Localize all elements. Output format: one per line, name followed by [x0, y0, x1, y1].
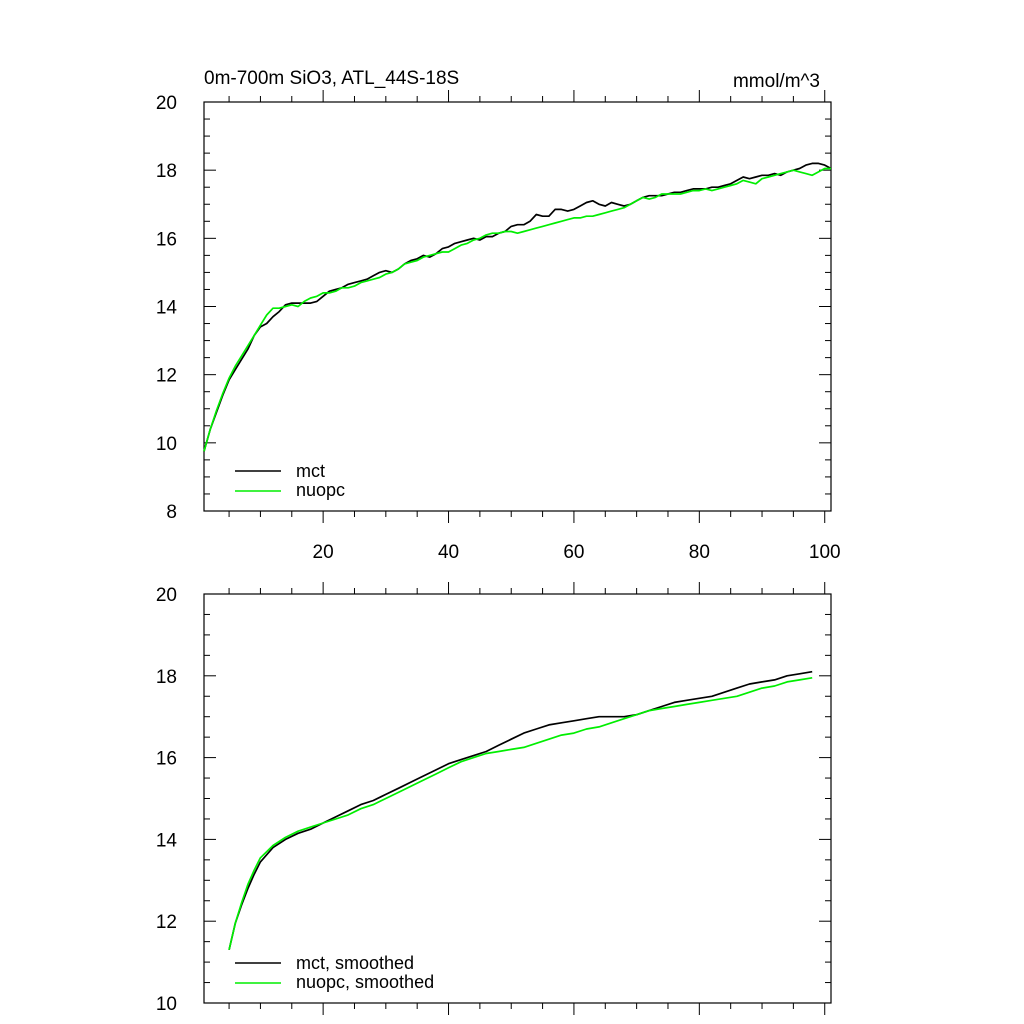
- y-tick-label: 12: [156, 912, 177, 933]
- bottom-panel: 10 12 14 16 18 20 mct, smoothed nuopc, smooth…: [156, 582, 832, 1015]
- y-tick-label: 12: [156, 366, 177, 387]
- y-tick-label: 18: [156, 161, 177, 182]
- series-line-mct: [203, 162, 832, 452]
- series-group: [203, 162, 832, 452]
- y-tick-label: 18: [156, 667, 177, 688]
- x-tick-label: 60: [563, 542, 584, 563]
- legend: mct nuopc: [235, 461, 345, 500]
- tick-group: 10 12 14 16 18 20: [156, 582, 831, 1015]
- chart-title: 0m-700m SiO3, ATL_44S-18S: [204, 68, 459, 89]
- legend-label-mct: mct: [296, 461, 325, 481]
- series-line-mct-smoothed: [228, 670, 813, 950]
- top-panel: 0m-700m SiO3, ATL_44S-18S mmol/m^3 8 10 12…: [156, 68, 841, 563]
- y-tick-label: 8: [166, 502, 177, 523]
- legend-label-nuopc: nuopc: [296, 480, 345, 500]
- y-tick-label: 20: [156, 585, 177, 606]
- y-tick-label: 16: [156, 749, 177, 770]
- x-tick-label: 100: [809, 542, 841, 563]
- legend: mct, smoothed nuopc, smoothed: [235, 953, 434, 992]
- units-label: mmol/m^3: [733, 71, 820, 92]
- legend-label-nuopc-smoothed: nuopc, smoothed: [296, 972, 434, 992]
- plot-frame: [203, 593, 832, 1004]
- y-tick-label: 10: [156, 434, 177, 455]
- x-tick-label: 40: [438, 542, 459, 563]
- y-tick-label: 14: [156, 298, 178, 319]
- y-tick-label: 10: [156, 994, 177, 1015]
- series-line-nuopc-smoothed: [228, 676, 813, 950]
- y-tick-label: 16: [156, 229, 177, 250]
- x-tick-label: 80: [689, 542, 710, 563]
- y-tick-label: 20: [156, 93, 177, 114]
- legend-label-mct-smoothed: mct, smoothed: [296, 953, 414, 973]
- y-tick-label: 14: [156, 830, 178, 851]
- tick-group: 8 10 12 14 16 18 20 20 40 60 80 100: [156, 90, 841, 563]
- series-line-nuopc: [203, 167, 831, 452]
- x-tick-label: 20: [313, 542, 334, 563]
- series-group: [228, 670, 813, 950]
